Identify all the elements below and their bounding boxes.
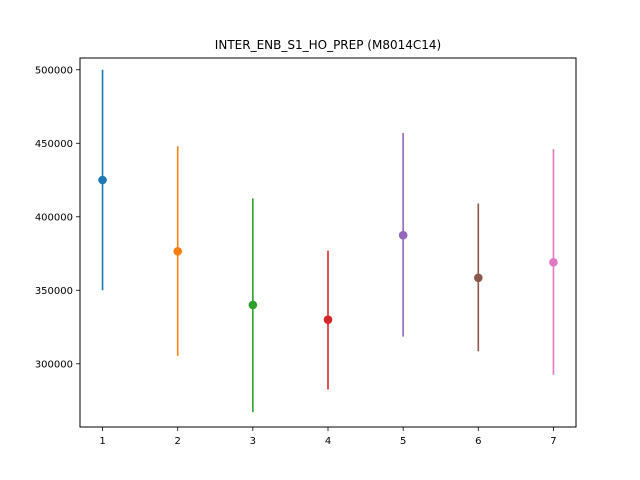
y-axis: 300000 350000 400000 450000 500000: [35, 65, 80, 370]
data-point-4: [323, 315, 333, 324]
x-tick-label-6: 6: [475, 436, 481, 447]
x-tick-label-3: 3: [250, 436, 256, 447]
data-point-2: [173, 247, 182, 256]
data-point-6: [474, 273, 483, 283]
x-tick-label-5: 5: [400, 436, 406, 447]
data-point-7: [549, 258, 558, 267]
chart-title: INTER_ENB_S1_HO_PREP (M8014C14): [215, 38, 441, 52]
data-point-3: [248, 300, 258, 310]
data-point-5: [398, 230, 408, 240]
x-axis: 1 2 3 4 5 6 7: [99, 427, 557, 447]
x-tick-label-1: 1: [99, 436, 105, 447]
plot-area: [98, 69, 558, 413]
y-tick-label-2: 350000: [35, 286, 73, 297]
x-tick-label-7: 7: [550, 436, 556, 447]
data-point-1: [98, 175, 107, 185]
y-tick-label-4: 450000: [35, 139, 73, 150]
x-tick-label-2: 2: [175, 436, 181, 447]
y-tick-label-1: 300000: [35, 359, 73, 370]
x-tick-label-4: 4: [325, 436, 331, 447]
y-tick-label-3: 400000: [35, 212, 73, 223]
y-tick-label-5: 500000: [35, 65, 73, 76]
